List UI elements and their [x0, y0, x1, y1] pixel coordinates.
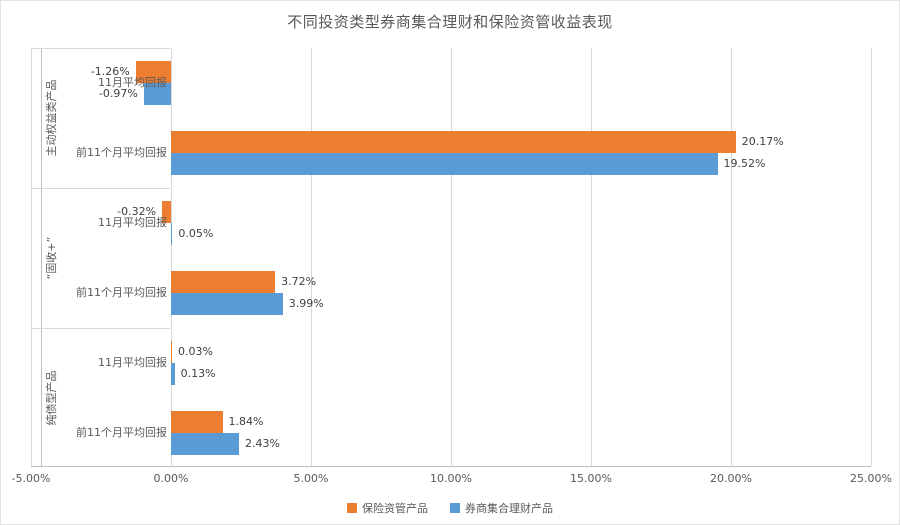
- category-group-label: 主动权益类产品: [45, 79, 58, 157]
- bar-insurance: [171, 131, 736, 153]
- bar-insurance: [162, 201, 171, 223]
- x-axis-tick-label: 10.00%: [430, 472, 472, 485]
- category-axis-line: [41, 48, 42, 466]
- bar-value-label: 2.43%: [245, 437, 280, 450]
- bar-value-label: -0.32%: [117, 205, 157, 218]
- category-row-label: 前11个月平均回报: [76, 286, 167, 299]
- legend-swatch-icon: [347, 503, 357, 513]
- bar-value-label: 0.13%: [180, 367, 216, 380]
- category-row-label: 11月平均回报: [98, 76, 167, 89]
- gridline: [31, 48, 32, 466]
- bar-insurance: [171, 271, 276, 293]
- bar-value-label: 0.03%: [178, 345, 213, 358]
- bar-insurance: [135, 61, 171, 83]
- bar-broker: [171, 293, 283, 315]
- x-axis-tick-label: 15.00%: [570, 472, 612, 485]
- legend-swatch-icon: [450, 503, 460, 513]
- category-group-separator: [31, 48, 170, 49]
- category-group-separator: [31, 188, 170, 189]
- x-axis-tick-label: 0.00%: [153, 472, 189, 485]
- legend-label: 券商集合理财产品: [465, 502, 553, 515]
- bar-broker: [171, 363, 175, 385]
- gridline: [591, 48, 592, 466]
- x-axis-tick-label: -5.00%: [11, 472, 51, 485]
- category-row-label: 前11个月平均回报: [76, 426, 167, 439]
- gridline: [171, 48, 172, 466]
- legend-item: 券商集合理财产品: [450, 500, 553, 516]
- bar-insurance: [171, 341, 172, 363]
- bar-broker: [143, 83, 171, 105]
- category-row-label: 前11个月平均回报: [76, 146, 167, 159]
- category-group-label: 纯债型产品: [45, 370, 58, 426]
- bar-value-label: 3.99%: [288, 297, 324, 310]
- bar-broker: [171, 223, 173, 245]
- bar-value-label: 1.84%: [228, 415, 264, 428]
- bar-insurance: [171, 411, 223, 433]
- gridline: [731, 48, 732, 466]
- bar-broker: [171, 433, 240, 455]
- legend-item: 保险资管产品: [347, 500, 428, 516]
- x-axis-tick-label: 20.00%: [710, 472, 752, 485]
- legend: 保险资管产品 券商集合理财产品: [1, 500, 899, 516]
- bar-value-label: 0.05%: [178, 227, 214, 240]
- gridline: [871, 48, 872, 466]
- bar-value-label: 3.72%: [281, 275, 317, 288]
- gridline: [451, 48, 452, 466]
- legend-label: 保险资管产品: [362, 502, 428, 515]
- x-axis-tick-label: 25.00%: [850, 472, 892, 485]
- bar-value-label: 20.17%: [741, 135, 784, 148]
- category-row-label: 11月平均回报: [98, 216, 167, 229]
- bar-broker: [171, 153, 718, 175]
- category-group-separator: [31, 328, 170, 329]
- bar-value-label: 19.52%: [723, 157, 766, 170]
- chart-title: 不同投资类型券商集合理财和保险资管收益表现: [287, 13, 613, 31]
- x-axis-tick-label: 5.00%: [293, 472, 329, 485]
- gridline: [311, 48, 312, 466]
- bar-value-label: -0.97%: [98, 87, 138, 100]
- value-axis-line: [31, 466, 871, 467]
- category-group-label: “固收+”: [45, 236, 58, 280]
- category-row-label: 11月平均回报: [98, 356, 167, 369]
- bar-value-label: -1.26%: [90, 65, 130, 78]
